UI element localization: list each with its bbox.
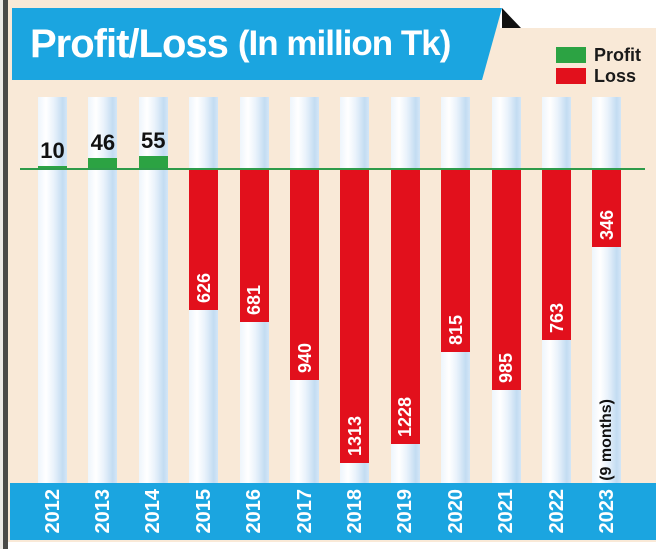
top-right-page-margin <box>500 0 669 28</box>
column-track-2023 <box>592 97 622 483</box>
loss-bar-2016: 681 <box>239 170 269 322</box>
x-axis-label-2016: 2016 <box>242 483 266 540</box>
zero-baseline <box>20 168 645 170</box>
loss-bar-2017: 940 <box>290 170 319 380</box>
loss-value-label-2015: 626 <box>193 272 214 303</box>
column-track-2013 <box>88 97 118 483</box>
loss-bar-2018: 1313 <box>340 170 370 464</box>
x-axis-label-text-2014: 2014 <box>142 489 165 534</box>
annotation-text-2023: (9 months) <box>597 399 615 481</box>
loss-value-label-2022: 763 <box>546 303 567 334</box>
x-axis-label-2023: 2023 <box>595 483 619 540</box>
loss-bar-2022: 763 <box>542 170 571 341</box>
x-axis-label-text-2023: 2023 <box>595 489 618 534</box>
x-axis-label-text-2018: 2018 <box>343 489 366 534</box>
legend-item-profit: Profit <box>556 44 666 65</box>
x-axis-label-2014: 2014 <box>141 483 165 540</box>
loss-value-label-2023: 346 <box>596 210 617 241</box>
x-axis-year-band: 2012 2013 2014 2015 2016 2017 2018 2019 2020 2021… <box>10 483 656 540</box>
x-axis-label-text-2013: 2013 <box>91 489 114 534</box>
legend: Profit Loss <box>556 46 666 88</box>
x-axis-label-2015: 2015 <box>192 483 216 540</box>
page-left-margin <box>0 0 3 549</box>
title-banner: Profit/Loss (In million Tk) <box>12 8 502 80</box>
x-axis-label-text-2017: 2017 <box>293 489 316 534</box>
loss-value-label-2018: 1313 <box>344 416 365 457</box>
x-axis-label-text-2015: 2015 <box>192 489 215 534</box>
loss-value-label-2020: 815 <box>445 314 466 345</box>
x-axis-label-text-2019: 2019 <box>394 489 417 534</box>
x-axis-label-text-2020: 2020 <box>444 489 467 534</box>
page-left-border <box>3 0 8 549</box>
loss-bar-2021: 985 <box>491 170 521 390</box>
legend-profit-label: Profit <box>594 44 641 65</box>
x-axis-label-2021: 2021 <box>494 483 518 540</box>
loss-bar-2023: 346 <box>592 170 622 248</box>
x-axis-label-text-2021: 2021 <box>495 489 518 534</box>
x-axis-label-2017: 2017 <box>293 483 317 540</box>
x-axis-label-2020: 2020 <box>444 483 468 540</box>
x-axis-label-2013: 2013 <box>91 483 115 540</box>
profit-value-label-2012: 10 <box>40 137 65 163</box>
x-axis-label-text-2022: 2022 <box>545 489 568 534</box>
loss-bar-2019: 1228 <box>390 170 420 445</box>
x-axis-label-2012: 2012 <box>41 483 65 540</box>
profit-color-swatch <box>556 46 586 63</box>
x-axis-label-2019: 2019 <box>393 483 417 540</box>
x-axis-label-2018: 2018 <box>343 483 367 540</box>
column-track-2012 <box>38 97 67 483</box>
annotation-2023: (9 months) <box>596 386 618 481</box>
loss-value-label-2017: 940 <box>294 342 315 373</box>
profit-bar-2013 <box>88 157 118 168</box>
loss-value-label-2021: 985 <box>496 352 517 383</box>
profit-value-label-2013: 46 <box>90 129 116 155</box>
profit-bar-2012 <box>38 165 67 168</box>
legend-loss-label: Loss <box>594 65 637 86</box>
chart-title-unit: (In million Tk) <box>237 24 451 63</box>
legend-item-loss: Loss <box>556 65 666 86</box>
loss-bar-2020: 815 <box>441 170 471 352</box>
loss-value-label-2016: 681 <box>244 284 265 315</box>
loss-color-swatch <box>556 67 586 84</box>
x-axis-label-2022: 2022 <box>545 483 569 540</box>
chart-title: Profit/Loss <box>30 21 228 66</box>
loss-bar-2015: 626 <box>189 170 219 310</box>
x-axis-label-text-2016: 2016 <box>243 489 266 534</box>
x-axis-label-text-2012: 2012 <box>41 489 64 534</box>
profit-value-label-2014: 55 <box>141 127 166 153</box>
loss-value-label-2019: 1228 <box>395 397 416 438</box>
profit-bar-2014 <box>138 155 168 168</box>
